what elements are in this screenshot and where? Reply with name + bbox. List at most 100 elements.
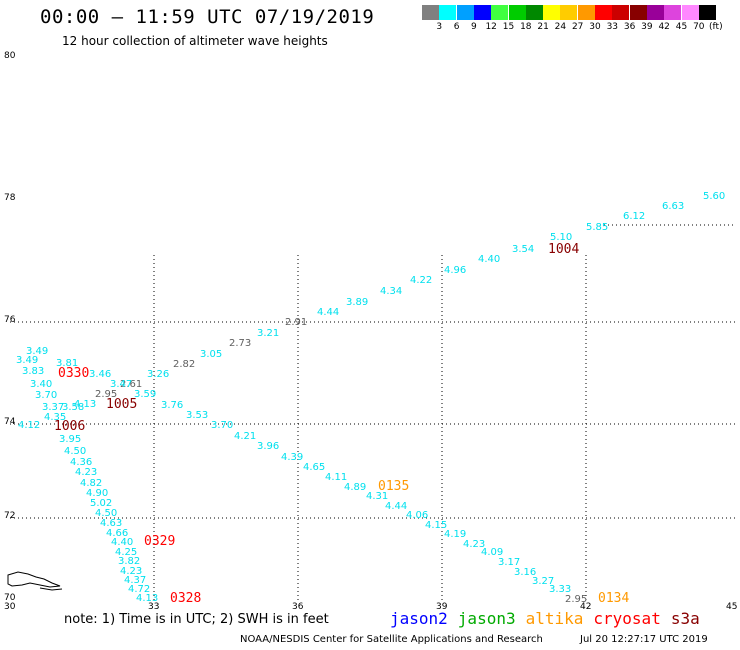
coastline	[7, 571, 63, 591]
legend-swatch	[422, 5, 439, 20]
wave-height-value: 3.47	[110, 379, 132, 390]
latitude-tick: 72	[4, 511, 15, 521]
wave-height-value: 4.39	[281, 452, 303, 463]
wave-height-value: 3.05	[200, 349, 222, 360]
legend-label: 27	[571, 22, 584, 32]
wave-height-value: 3.70	[35, 390, 57, 401]
legend-label: 70	[693, 22, 705, 32]
wave-height-value: 3.70	[211, 420, 233, 431]
latitude-tick: 74	[4, 417, 16, 427]
legend-label: 33	[606, 22, 619, 32]
wave-height-value: 4.66	[106, 528, 128, 539]
note-text: note: 1) Time is in UTC; 2) SWH is in fe…	[64, 612, 329, 627]
color-legend: 3 6 9 12 15 18 21 24 27 30 33 36 39 42 45 70 (ft)	[0, 0, 740, 40]
wave-height-value: 4.21	[234, 431, 256, 442]
wave-height-value: 4.63	[100, 518, 122, 529]
wave-height-value: 3.49	[16, 355, 38, 366]
legend-label: 39	[641, 22, 653, 32]
wave-height-value: 2.82	[173, 359, 195, 370]
longitude-tick: 33	[148, 602, 159, 612]
wave-height-value: 4.12	[18, 420, 40, 431]
wave-height-value: 4.23	[463, 539, 485, 550]
footer-credit: NOAA/NESDIS Center for Satellite Applica…	[240, 634, 543, 645]
wave-height-value: 4.25	[115, 547, 137, 558]
pass-time-label: 0330	[58, 366, 89, 381]
legend-label: 21	[537, 22, 549, 32]
legend-swatch	[646, 5, 664, 20]
legend-swatch	[508, 5, 526, 20]
wave-height-value: 3.89	[346, 297, 368, 308]
pass-time-label: 0135	[378, 479, 409, 494]
legend-swatch	[525, 5, 543, 20]
legend-swatch	[612, 5, 630, 20]
legend-label: 9	[471, 22, 477, 32]
legend-label: 30	[589, 22, 601, 32]
wave-height-value: 3.81	[56, 358, 78, 369]
wave-height-value: 3.76	[161, 400, 183, 411]
pass-time-label: 1005	[106, 397, 137, 412]
legend-swatch	[491, 5, 509, 20]
longitude-tick: 39	[436, 602, 448, 612]
wave-height-value: 6.63	[662, 201, 684, 212]
legend-label: 24	[554, 22, 567, 32]
wave-height-value: 4.19	[444, 529, 466, 540]
wave-height-value: 3.82	[118, 556, 140, 567]
wave-height-value: 4.65	[303, 462, 325, 473]
wave-height-value: 5.10	[550, 232, 572, 243]
legend-swatch	[595, 5, 612, 20]
wave-height-value: 3.53	[186, 410, 208, 421]
wave-height-value: 3.40	[30, 379, 52, 390]
wave-height-value: 3.26	[147, 369, 169, 380]
legend-label: 6	[453, 22, 460, 32]
legend-swatch	[664, 5, 682, 20]
longitude-tick: 36	[292, 602, 304, 612]
wave-height-value: 3.83	[22, 366, 44, 377]
wave-height-value: 4.13	[136, 593, 158, 604]
wave-height-value: 3.33	[549, 584, 571, 595]
legend-swatch	[473, 5, 491, 20]
legend-label: 3	[436, 22, 443, 32]
latitude-tick: 80	[4, 51, 16, 61]
legend-label: 15	[502, 22, 515, 32]
wave-height-value: 3.21	[257, 328, 279, 339]
wave-height-value: 4.89	[344, 482, 366, 493]
wave-height-value: 4.23	[120, 566, 142, 577]
wave-height-value: 4.50	[64, 446, 86, 457]
longitude-tick: 45	[726, 602, 737, 612]
wave-height-value: 3.49	[26, 346, 48, 357]
legend-unit: (ft)	[709, 22, 723, 32]
wave-height-value: 3.96	[257, 441, 279, 452]
wave-height-value: 4.40	[111, 537, 133, 548]
latitude-tick: 76	[4, 315, 16, 325]
legend-label: 18	[520, 22, 532, 32]
wave-height-value: 3.54	[512, 244, 534, 255]
longitude-tick: 42	[580, 602, 591, 612]
wave-height-value: 4.90	[86, 488, 108, 499]
legend-swatch	[543, 5, 561, 20]
wave-height-value: 5.02	[90, 498, 112, 509]
latitude-tick: 70	[4, 593, 16, 603]
wave-height-value: 4.50	[95, 508, 117, 519]
legend-label: 36	[623, 22, 636, 32]
wave-height-value: 4.40	[478, 254, 500, 265]
wave-height-value: 3.37	[42, 402, 64, 413]
wave-height-value: 4.44	[317, 307, 339, 318]
legend-swatch	[577, 5, 595, 20]
longitude-tick: 30	[4, 602, 16, 612]
wave-height-value: 4.82	[80, 478, 102, 489]
satellite-label: cryosat	[593, 609, 661, 628]
page-subtitle: 12 hour collection of altimeter wave hei…	[62, 34, 328, 48]
map-grid	[10, 224, 735, 600]
legend-swatch	[456, 5, 474, 20]
wave-height-value: 3.46	[89, 369, 111, 380]
legend-label: 12	[485, 22, 497, 32]
legend-swatch	[439, 5, 457, 20]
legend-swatch	[629, 5, 647, 20]
wave-height-value: 4.23	[75, 467, 97, 478]
footer-timestamp: Jul 20 12:27:17 UTC 2019	[580, 634, 708, 645]
latitude-tick: 78	[4, 193, 16, 203]
wave-height-value: 4.35	[44, 412, 66, 423]
wave-height-value: 4.15	[425, 520, 447, 531]
wave-height-value: 3.59	[134, 389, 156, 400]
wave-height-value: 4.96	[444, 265, 466, 276]
